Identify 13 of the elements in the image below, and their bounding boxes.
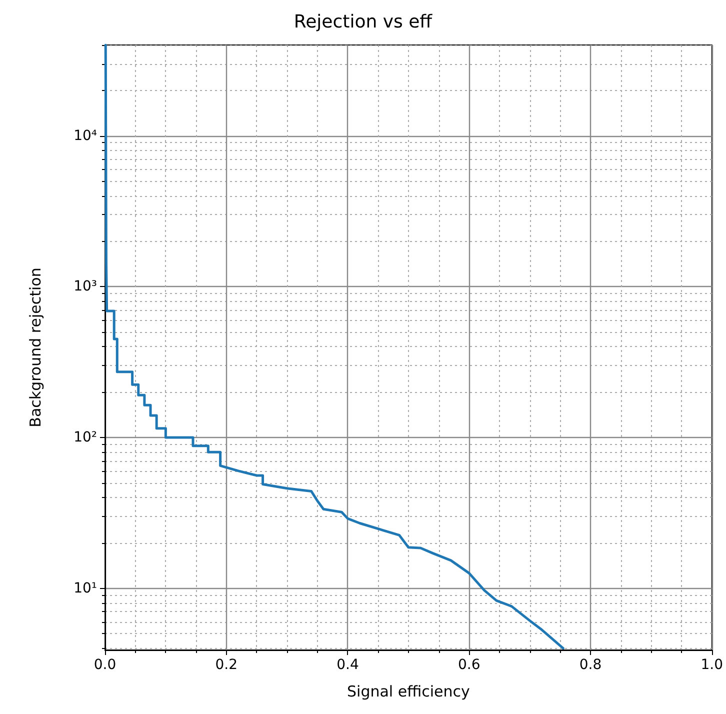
x-tick-label: 0.0 — [94, 657, 116, 673]
x-tick-label: 0.6 — [458, 657, 480, 673]
x-axis-title: Signal efficiency — [347, 682, 470, 700]
x-tick-label: 0.4 — [336, 657, 359, 673]
y-tick-label: 10³ — [74, 278, 97, 295]
x-tick-label: 1.0 — [700, 657, 723, 673]
y-axis-title: Background rejection — [26, 268, 44, 428]
x-tick-label: 0.2 — [215, 657, 238, 673]
y-tick-label: 10¹ — [74, 580, 97, 596]
y-tick-label: 10² — [74, 429, 97, 446]
chart-title: Rejection vs eff — [294, 12, 433, 32]
y-tick-label: 10⁴ — [74, 128, 98, 144]
x-tick-label: 0.8 — [579, 657, 602, 673]
